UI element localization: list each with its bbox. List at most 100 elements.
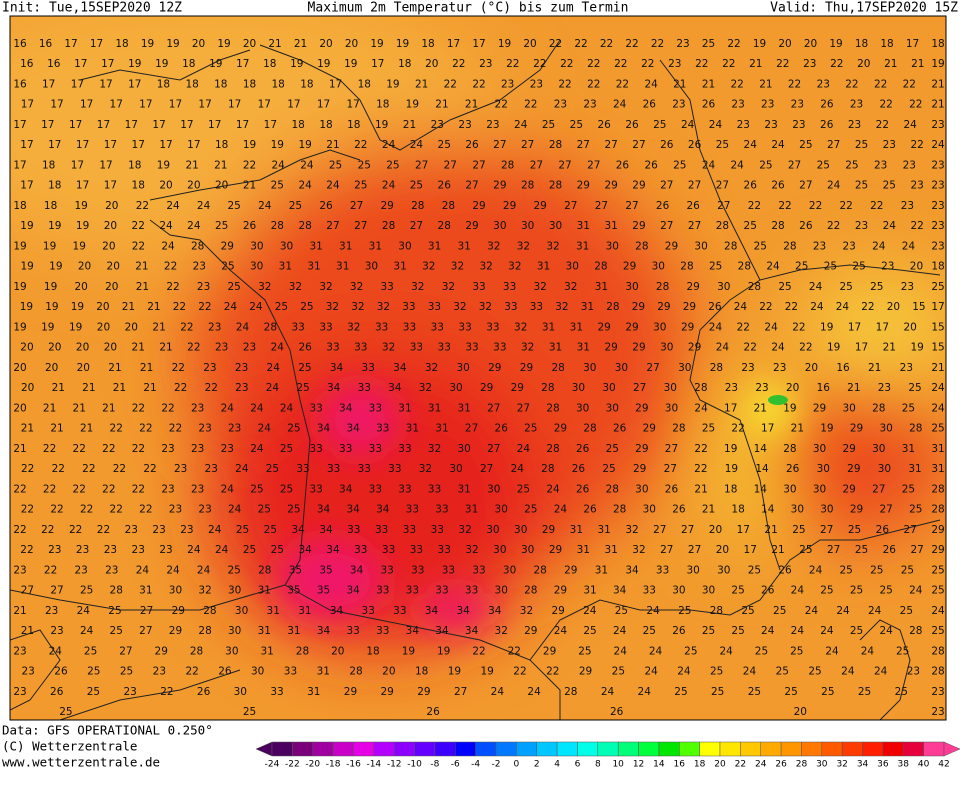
temperature-label: 25 bbox=[778, 281, 791, 293]
temperature-label: 22 bbox=[43, 443, 56, 455]
temperature-label: 27 bbox=[50, 585, 63, 597]
temperature-label: 23 bbox=[125, 524, 138, 536]
temperature-label: 22 bbox=[722, 58, 735, 70]
temperature-label: 28 bbox=[541, 463, 554, 475]
temperature-label: 20 bbox=[709, 524, 722, 536]
temperature-label: 24 bbox=[931, 382, 945, 394]
temperature-label: 19 bbox=[820, 423, 833, 435]
temperature-label: 32 bbox=[555, 301, 568, 313]
temperature-label: 17 bbox=[447, 38, 460, 50]
temperature-label: 22 bbox=[173, 301, 186, 313]
temperature-label: 28 bbox=[738, 261, 751, 273]
temperature-label: 26 bbox=[876, 524, 890, 536]
temperature-label: 27 bbox=[454, 686, 467, 698]
temperature-label: 31 bbox=[595, 281, 608, 293]
temperature-label: 34 bbox=[625, 564, 639, 576]
temperature-label: 25 bbox=[287, 504, 300, 516]
temperature-label: 30 bbox=[487, 483, 500, 495]
temperature-label: 20 bbox=[804, 38, 817, 50]
temperature-label: 23 bbox=[554, 99, 567, 111]
temperature-label: 33 bbox=[381, 564, 394, 576]
temperature-label: 33 bbox=[431, 321, 444, 333]
temperature-label: 17 bbox=[48, 139, 61, 151]
temperature-label: 34 bbox=[346, 585, 360, 597]
temperature-label: 19 bbox=[910, 342, 923, 354]
temperature-label: 24 bbox=[868, 605, 882, 617]
temperature-label: 24 bbox=[228, 504, 242, 516]
temperature-label: 33 bbox=[458, 321, 471, 333]
temperature-label: 28 bbox=[549, 139, 562, 151]
temperature-label: 22 bbox=[827, 220, 840, 232]
temperature-label: 25 bbox=[748, 564, 761, 576]
temperature-label: 20 bbox=[105, 200, 118, 212]
temperature-label: 24 bbox=[761, 625, 775, 637]
temperature-label: 35 bbox=[287, 585, 300, 597]
temperature-label: 22 bbox=[52, 463, 65, 475]
temperature-label: 30 bbox=[878, 463, 891, 475]
temperature-label: 34 bbox=[330, 605, 344, 617]
temperature-label: 22 bbox=[110, 504, 123, 516]
temperature-label: 29 bbox=[472, 200, 485, 212]
temperature-label: 34 bbox=[291, 524, 305, 536]
temperature-label: 27 bbox=[487, 402, 500, 414]
temperature-label: 22 bbox=[97, 524, 110, 536]
temperature-label: 28 bbox=[271, 220, 284, 232]
legend-tick-label: 42 bbox=[938, 760, 949, 770]
temperature-label: 20 bbox=[159, 180, 172, 192]
temperature-label: 21 bbox=[771, 544, 784, 556]
temperature-label: 24 bbox=[731, 159, 745, 171]
temperature-label: 29 bbox=[931, 544, 944, 556]
temperature-label: 28 bbox=[783, 240, 796, 252]
temperature-label: 28 bbox=[783, 443, 796, 455]
temperature-label: 30 bbox=[606, 240, 619, 252]
temperature-label: 25 bbox=[900, 605, 913, 617]
temperature-label: 20 bbox=[13, 362, 26, 374]
legend-tick-label: 32 bbox=[836, 760, 847, 770]
temperature-label: 23 bbox=[235, 362, 248, 374]
temperature-label: 23 bbox=[883, 139, 896, 151]
temperature-label: 31 bbox=[908, 463, 921, 475]
temperature-label: 25 bbox=[271, 544, 284, 556]
temperature-label: 28 bbox=[296, 645, 309, 657]
temperature-label: 23 bbox=[761, 99, 774, 111]
temperature-label: 19 bbox=[157, 159, 170, 171]
temperature-label: 20 bbox=[107, 261, 120, 273]
temperature-label: 27 bbox=[664, 463, 677, 475]
temperature-label: 23 bbox=[874, 159, 887, 171]
temperature-label: 18 bbox=[300, 78, 313, 90]
temperature-label: 27 bbox=[564, 200, 577, 212]
temperature-label: 29 bbox=[688, 342, 701, 354]
temperature-label: 20 bbox=[523, 38, 536, 50]
temperature-label: 22 bbox=[166, 281, 179, 293]
legend-swatch bbox=[923, 741, 945, 757]
temperature-label: 15 bbox=[912, 301, 925, 313]
temperature-label: 27 bbox=[788, 159, 801, 171]
temperature-label: 26 bbox=[610, 706, 624, 718]
temperature-label: 24 bbox=[187, 220, 201, 232]
temperature-label: 24 bbox=[734, 301, 748, 313]
temperature-label: 31 bbox=[258, 625, 271, 637]
temperature-label: 24 bbox=[646, 605, 660, 617]
temperature-label: 23 bbox=[431, 119, 444, 131]
temperature-label: 25 bbox=[931, 585, 944, 597]
temperature-label: 27 bbox=[595, 200, 608, 212]
temperature-label: 33 bbox=[465, 585, 478, 597]
temperature-label: 25 bbox=[296, 382, 309, 394]
temperature-label: 32 bbox=[564, 281, 577, 293]
temperature-label: 25 bbox=[289, 200, 302, 212]
temperature-label: 24 bbox=[554, 504, 568, 516]
temperature-label: 35 bbox=[317, 585, 330, 597]
temperature-label: 24 bbox=[836, 301, 850, 313]
temperature-label: 21 bbox=[21, 625, 34, 637]
temperature-label: 31 bbox=[435, 423, 448, 435]
temperature-label: 25 bbox=[653, 119, 666, 131]
temperature-label: 25 bbox=[275, 301, 288, 313]
temperature-label: 28 bbox=[198, 625, 211, 637]
temperature-label: 32 bbox=[453, 301, 466, 313]
temperature-label: 33 bbox=[319, 321, 332, 333]
temperature-labels: 16 16 17 17 18 19 19 20 19 20 21 21 20 20 19 19 18 17 17 19… bbox=[13, 38, 945, 718]
temperature-label: 33 bbox=[362, 362, 375, 374]
temperature-label: 27 bbox=[604, 139, 617, 151]
temperature-label: 19 bbox=[829, 38, 842, 50]
temperature-label: 19 bbox=[317, 58, 330, 70]
